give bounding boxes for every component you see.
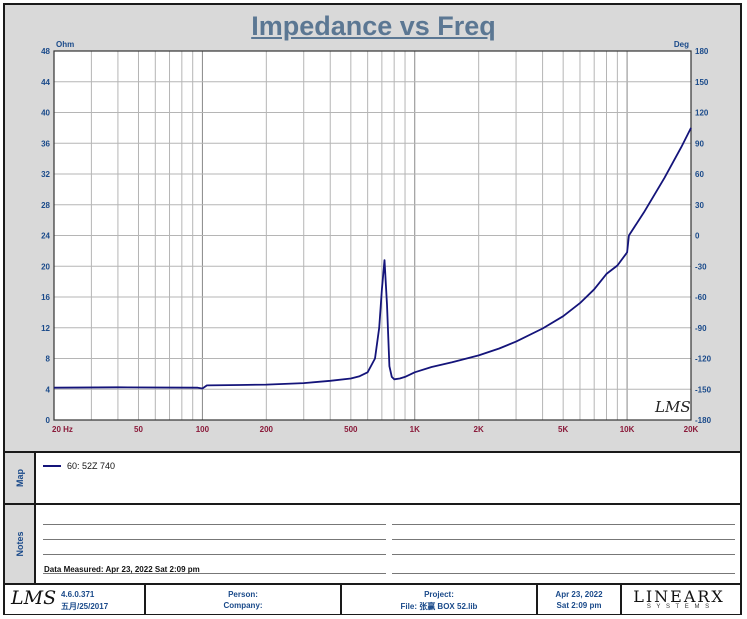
impedance-chart: 04812162024283236404448-180-150-120-90-6… [41,40,712,434]
data-measured: Data Measured: Apr 23, 2022 Sat 2:09 pm [44,565,200,574]
file-label: File: 张赢 BOX 52.lib [400,602,478,611]
y-right-tick-label: 30 [695,201,704,210]
note-line [43,554,386,555]
footer-brand-cell: LINEARX S Y S T E M S [622,585,736,614]
map-label: Map [14,469,25,487]
footer-version-cell: LMS 4.6.0.371 五月/25/2017 [5,585,146,614]
plot-border [53,50,692,421]
footer-project-cell: Project: File: 张赢 BOX 52.lib [342,585,538,614]
legend-swatch [43,465,61,467]
chart-title: Impedance vs Freq [251,11,496,41]
y-left-unit: Ohm [56,40,74,49]
y-tick-label: 32 [41,170,50,179]
y-tick-label: 28 [41,201,50,210]
y-right-tick-label: -60 [695,293,707,302]
project-label: Project: [424,590,454,599]
lms-logo: LMS [11,587,57,609]
y-right-tick-label: 120 [695,109,709,118]
map-panel: Map 60: 52Z 740 [5,451,740,503]
x-tick-label: 20K [684,425,699,434]
version-number: 4.6.0.371 [61,590,95,599]
y-right-tick-label: 60 [695,170,704,179]
x-tick-label: 100 [196,425,210,434]
legend: 60: 52Z 740 [43,461,115,471]
y-tick-label: 40 [41,109,50,118]
y-right-unit: Deg [674,40,689,49]
y-tick-label: 20 [41,262,50,271]
notes-side-label: Notes [5,505,36,583]
linearx-logo: LINEARX [633,587,725,606]
note-line [392,554,735,555]
company-label: Company: [223,601,263,610]
y-tick-label: 8 [46,355,51,364]
notes-panel: Notes Data Measured: Apr 23, 2022 Sat 2:… [5,503,740,583]
x-tick-label: 200 [260,425,274,434]
footer: LMS 4.6.0.371 五月/25/2017 Person: Company… [5,583,740,614]
lms-watermark: LMS [654,398,691,416]
note-line [392,573,735,574]
linearx-systems: S Y S T E M S [646,604,712,610]
x-tick-label: 50 [134,425,143,434]
note-line [392,539,735,540]
map-side-label: Map [5,453,36,503]
y-tick-label: 48 [41,47,50,56]
footer-date: Apr 23, 2022 [555,590,603,599]
note-line [43,524,386,525]
version-date: 五月/25/2017 [61,602,109,611]
y-tick-label: 16 [41,293,50,302]
note-line [392,524,735,525]
footer-person-cell: Person: Company: [146,585,342,614]
x-tick-label: 20 Hz [52,425,73,434]
legend-entry: 60: 52Z 740 [67,461,116,471]
y-right-tick-label: -150 [695,385,712,394]
x-tick-label: 500 [344,425,358,434]
footer-date-cell: Apr 23, 2022 Sat 2:09 pm [538,585,622,614]
note-line [43,539,386,540]
footer-time: Sat 2:09 pm [556,601,602,610]
x-tick-label: 2K [474,425,484,434]
x-tick-label: 5K [558,425,568,434]
y-tick-label: 12 [41,324,50,333]
note-line [43,573,386,574]
impedance-series-line [53,127,692,390]
y-tick-label: 44 [41,78,50,87]
y-right-tick-label: -180 [695,416,712,425]
y-right-tick-label: -120 [695,355,712,364]
y-right-tick-label: 180 [695,47,709,56]
y-tick-label: 0 [46,416,51,425]
person-label: Person: [228,590,258,599]
y-right-tick-label: -90 [695,324,707,333]
y-tick-label: 24 [41,232,50,241]
notes-label: Notes [14,531,25,557]
y-right-tick-label: 150 [695,78,709,87]
y-tick-label: 4 [46,385,51,394]
x-tick-label: 1K [410,425,420,434]
x-tick-label: 10K [620,425,635,434]
y-right-tick-label: 90 [695,139,704,148]
y-tick-label: 36 [41,139,50,148]
y-right-tick-label: -30 [695,262,707,271]
y-right-tick-label: 0 [695,232,700,241]
